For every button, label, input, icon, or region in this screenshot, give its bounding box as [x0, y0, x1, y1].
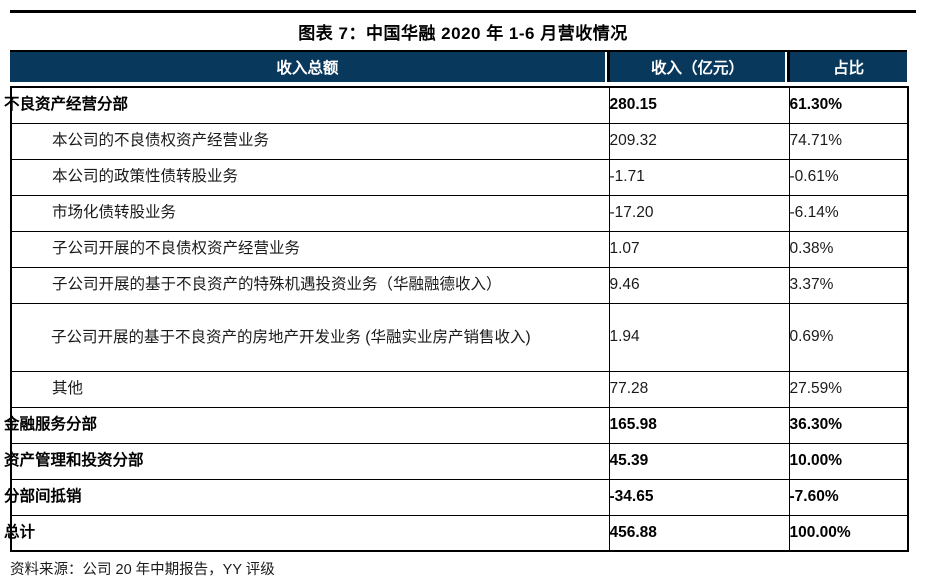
row-label: 金融服务分部 — [4, 416, 98, 433]
row-share-cell: 61.30% — [788, 86, 909, 124]
table-row: 子公司开展的不良债权资产经营业务 1.07 0.38% — [10, 230, 909, 268]
row-label-cell: 分部间抵销 — [4, 478, 610, 516]
row-income-cell: 1.94 — [608, 302, 790, 372]
row-income-cell: -34.65 — [608, 478, 790, 516]
row-share-cell: -6.14% — [788, 194, 909, 232]
row-share-cell: -7.60% — [788, 478, 909, 516]
row-label: 子公司开展的基于不良资产的特殊机遇投资业务（华融融德收入） — [52, 276, 502, 293]
row-share-cell: 0.38% — [788, 230, 909, 268]
row-income-cell: 77.28 — [608, 370, 790, 408]
row-label: 分部间抵销 — [4, 488, 82, 505]
table-row: 本公司的不良债权资产经营业务 209.32 74.71% — [10, 122, 909, 160]
row-label: 本公司的不良债权资产经营业务 — [52, 132, 270, 149]
row-income-cell: -1.71 — [608, 158, 790, 196]
row-label: 市场化债转股业务 — [52, 204, 177, 221]
header-cell-share: 占比 — [787, 52, 907, 82]
row-label: 子公司开展的不良债权资产经营业务 — [52, 240, 301, 257]
row-label: 资产管理和投资分部 — [4, 452, 144, 469]
table-header-row: 收入总额 收入（亿元） 占比 — [10, 50, 907, 82]
row-label-cell: 子公司开展的不良债权资产经营业务 — [10, 230, 610, 268]
source-note: 资料来源：公司 20 年中期报告，YY 评级 — [10, 562, 275, 578]
table-row: 市场化债转股业务 -17.20 -6.14% — [10, 194, 909, 232]
table-row: 金融服务分部 165.98 36.30% — [4, 406, 909, 444]
table-row: 资产管理和投资分部 45.39 10.00% — [4, 442, 909, 480]
row-share-cell: 36.30% — [788, 406, 909, 444]
header-cell-income-category: 收入总额 — [10, 52, 605, 82]
row-label-cell: 子公司开展的基于不良资产的房地产开发业务 (华融实业房产销售收入) — [10, 302, 610, 372]
header-cell-income-amount: 收入（亿元） — [606, 52, 786, 82]
row-income-cell: 1.07 — [608, 230, 790, 268]
row-label-cell: 资产管理和投资分部 — [4, 442, 610, 480]
row-income-cell: -17.20 — [608, 194, 790, 232]
row-share-cell: 10.00% — [788, 442, 909, 480]
row-share-cell: 27.59% — [788, 370, 909, 408]
row-share-cell: -0.61% — [788, 158, 909, 196]
row-share-cell: 0.69% — [788, 302, 909, 372]
row-label-cell: 金融服务分部 — [4, 406, 610, 444]
row-label: 不良资产经营分部 — [4, 96, 129, 114]
figure-title: 图表 7：中国华融 2020 年 1-6 月营收情况 — [298, 24, 628, 43]
row-income-cell: 165.98 — [608, 406, 790, 444]
row-income-cell: 9.46 — [608, 266, 790, 304]
row-label-cell: 本公司的不良债权资产经营业务 — [10, 122, 610, 160]
row-income-cell: 456.88 — [608, 514, 790, 552]
row-label-cell: 其他 — [10, 370, 610, 408]
row-income-cell: 45.39 — [608, 442, 790, 480]
table-row: 分部间抵销 -34.65 -7.60% — [4, 478, 909, 516]
report-page: 图表 7：中国华融 2020 年 1-6 月营收情况 收入总额 收入（亿元） 占… — [0, 10, 926, 585]
row-label-cell: 市场化债转股业务 — [10, 194, 610, 232]
row-label-cell: 不良资产经营分部 — [4, 86, 610, 124]
row-label: 其他 — [52, 380, 84, 397]
row-income-cell: 280.15 — [608, 86, 790, 124]
row-label-cell: 子公司开展的基于不良资产的特殊机遇投资业务（华融融德收入） — [10, 266, 610, 304]
table-row: 本公司的政策性债转股业务 -1.71 -0.61% — [10, 158, 909, 196]
row-label: 子公司开展的基于不良资产的房地产开发业务 (华融实业房产销售收入) — [51, 328, 531, 346]
row-share-cell: 74.71% — [788, 122, 909, 160]
table-row: 其他 77.28 27.59% — [10, 370, 909, 408]
row-share-cell: 3.37% — [788, 266, 909, 304]
table-row: 不良资产经营分部 280.15 61.30% — [4, 86, 909, 124]
row-label-cell: 总计 — [4, 514, 610, 552]
row-label: 总计 — [4, 523, 36, 541]
revenue-table: 不良资产经营分部 280.15 61.30% 本公司的不良债权资产经营业务 20… — [4, 86, 909, 552]
row-income-cell: 209.32 — [608, 122, 790, 160]
table-row: 子公司开展的基于不良资产的特殊机遇投资业务（华融融德收入） 9.46 3.37% — [10, 266, 909, 304]
row-label-cell: 本公司的政策性债转股业务 — [10, 158, 610, 196]
top-divider — [10, 10, 916, 13]
table-row: 总计 456.88 100.00% — [4, 514, 909, 552]
row-label: 本公司的政策性债转股业务 — [52, 168, 239, 185]
row-share-cell: 100.00% — [788, 514, 909, 552]
table-row: 子公司开展的基于不良资产的房地产开发业务 (华融实业房产销售收入) 1.94 0… — [10, 302, 909, 372]
